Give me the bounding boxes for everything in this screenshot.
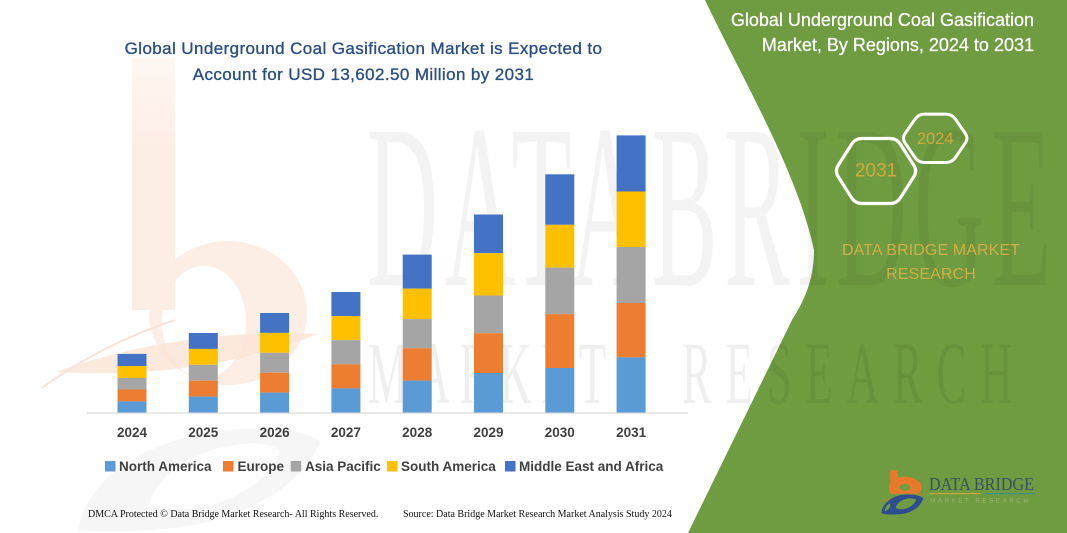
svg-text:2027: 2027 — [331, 425, 361, 440]
svg-text:RESEARCH: RESEARCH — [682, 325, 1026, 424]
svg-text:2024: 2024 — [117, 425, 148, 440]
svg-text:BRIDGE: BRIDGE — [652, 76, 1058, 335]
svg-text:2030: 2030 — [545, 425, 575, 440]
svg-text:North America: North America — [119, 459, 212, 474]
svg-text:2029: 2029 — [473, 425, 503, 440]
svg-text:2028: 2028 — [402, 425, 433, 440]
svg-text:Europe: Europe — [238, 459, 285, 474]
svg-text:2025: 2025 — [188, 425, 219, 440]
svg-text:DATA BRIDGE: DATA BRIDGE — [929, 474, 1034, 494]
svg-text:Asia Pacific: Asia Pacific — [305, 459, 381, 474]
svg-text:2031: 2031 — [855, 161, 897, 182]
svg-text:South America: South America — [401, 459, 496, 474]
svg-text:2026: 2026 — [260, 425, 291, 440]
svg-text:2024: 2024 — [917, 130, 954, 148]
svg-text:MARKET RESEARCH: MARKET RESEARCH — [930, 498, 1030, 505]
svg-text:Source: Data Bridge Market Res: Source: Data Bridge Market Research Mark… — [403, 509, 672, 520]
svg-text:2031: 2031 — [616, 425, 647, 440]
svg-text:DMCA Protected © Data Bridge M: DMCA Protected © Data Bridge Market Rese… — [88, 509, 378, 520]
svg-text:Middle East and Africa: Middle East and Africa — [519, 459, 664, 474]
